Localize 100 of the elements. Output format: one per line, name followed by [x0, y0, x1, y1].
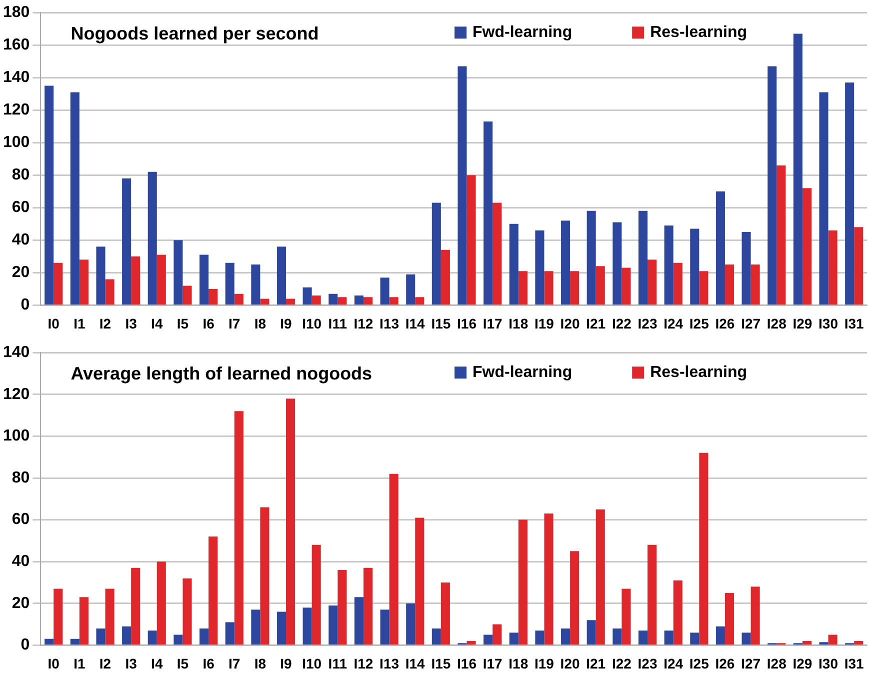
- bar: [664, 226, 674, 304]
- bar: [544, 514, 554, 644]
- x-tick-label: I2: [99, 655, 112, 672]
- x-tick-label: I10: [302, 655, 322, 672]
- bar: [750, 586, 760, 644]
- bar: [182, 578, 192, 644]
- bar: [70, 638, 80, 644]
- bar: [200, 254, 209, 304]
- y-tick-label: 180: [2, 4, 30, 22]
- x-tick-label: I7: [228, 315, 240, 332]
- x-tick-label: I16: [457, 655, 477, 672]
- x-tick-label: I27: [741, 655, 761, 672]
- bar: [122, 626, 132, 644]
- bar: [260, 298, 270, 304]
- text: Nogoods learned per second: [70, 24, 319, 44]
- bar: [440, 250, 450, 304]
- bar: [156, 562, 166, 644]
- bar: [518, 271, 528, 304]
- bar: [380, 610, 390, 644]
- x-tick-label: I8: [254, 315, 266, 332]
- bar: [200, 628, 209, 644]
- bar: [302, 287, 312, 304]
- x-tick-label: I9: [280, 655, 292, 672]
- legend-label: Res-learning: [650, 24, 748, 42]
- x-tick-label: I18: [508, 315, 528, 332]
- bar: [509, 224, 518, 304]
- bar: [716, 626, 725, 644]
- x-tick-label: I21: [586, 315, 606, 332]
- bar: [638, 630, 648, 644]
- bar: [208, 288, 218, 304]
- x-tick-label: I16: [457, 315, 477, 332]
- x-tick-label: I29: [792, 655, 812, 672]
- x-tick-label: I17: [482, 655, 503, 672]
- bar: [648, 544, 657, 644]
- bar: [208, 536, 218, 644]
- y-tick-label: 140: [2, 344, 30, 362]
- x-tick-label: I10: [302, 315, 322, 332]
- bar: [802, 188, 812, 304]
- bar: [673, 580, 682, 644]
- bar: [363, 568, 373, 644]
- x-tick-label: I17: [482, 315, 503, 332]
- bar: [716, 191, 725, 304]
- bar: [673, 262, 682, 304]
- x-tick-label: I6: [202, 655, 215, 672]
- bar: [54, 262, 63, 304]
- bar: [612, 628, 622, 644]
- bar: [182, 286, 192, 304]
- bar: [389, 474, 398, 644]
- bar: [612, 222, 622, 304]
- bar: [260, 507, 270, 644]
- bar: [105, 279, 114, 304]
- bar: [699, 452, 708, 644]
- x-tick-label: I0: [48, 315, 60, 332]
- bar: [466, 175, 476, 304]
- x-tick-label: I4: [151, 315, 163, 332]
- bar: [561, 628, 570, 644]
- bar: [276, 246, 286, 304]
- bar: [819, 92, 828, 304]
- bar: [535, 230, 544, 304]
- bar: [690, 228, 700, 304]
- bar: [234, 411, 244, 644]
- x-tick-label: I18: [508, 655, 528, 672]
- x-tick-label: I4: [151, 655, 163, 672]
- bar: [406, 603, 416, 644]
- bar: [561, 220, 570, 304]
- y-tick-label: 40: [12, 232, 30, 249]
- bar: [518, 520, 528, 644]
- bar: [484, 122, 493, 304]
- bar: [225, 622, 234, 644]
- y-tick-label: 60: [12, 199, 30, 216]
- bar: [828, 634, 838, 644]
- x-tick-label: I6: [202, 315, 215, 332]
- bar: [70, 92, 80, 304]
- y-tick-label: 80: [12, 166, 30, 184]
- bar: [802, 641, 812, 644]
- bar: [535, 630, 544, 644]
- bar: [338, 297, 347, 304]
- bar: [622, 268, 631, 304]
- bar: [286, 398, 296, 644]
- bar: [286, 298, 296, 304]
- bar: [415, 518, 424, 644]
- y-tick-label: 100: [2, 134, 30, 152]
- bar: [328, 294, 338, 304]
- bar: [690, 632, 700, 644]
- bar: [638, 210, 648, 304]
- x-tick-label: I5: [176, 655, 189, 672]
- x-tick-label: I1: [74, 315, 86, 332]
- bar: [354, 295, 364, 304]
- y-tick-label: 120: [2, 102, 30, 119]
- x-tick-label: I9: [280, 315, 292, 332]
- bar: [845, 82, 854, 304]
- bar: [742, 632, 751, 644]
- x-tick-label: I20: [560, 315, 580, 332]
- legend-label: Fwd-learning: [472, 364, 572, 382]
- x-tick-label: I14: [405, 655, 426, 672]
- x-tick-label: I22: [612, 655, 632, 672]
- bar: [312, 544, 321, 644]
- bar: [432, 628, 441, 644]
- bar: [854, 227, 864, 304]
- bar: [363, 297, 373, 304]
